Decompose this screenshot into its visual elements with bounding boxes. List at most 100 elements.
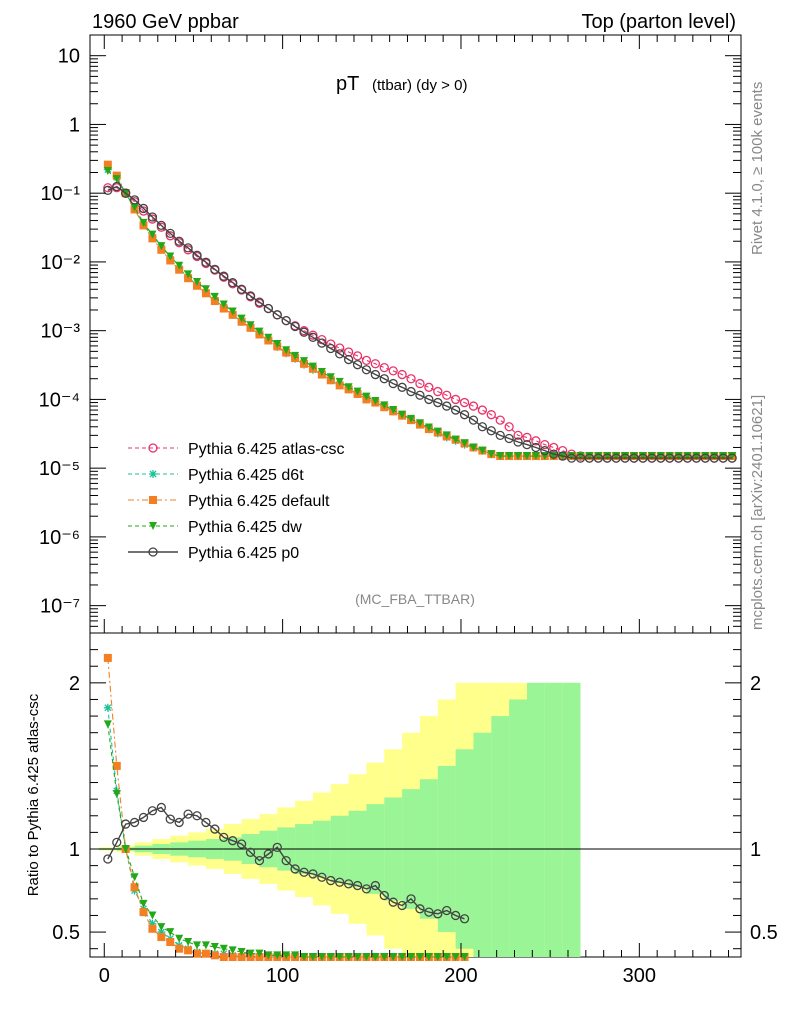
point-pythia-6-425-dw xyxy=(335,377,344,386)
point-pythia-6-425-dw xyxy=(460,439,469,448)
point-pythia-6-425-dw xyxy=(148,230,157,239)
y-tick-label-upper: 10⁻⁵ xyxy=(39,458,80,480)
ratio-point-pythia-6-425-p0 xyxy=(326,875,336,886)
upper-frame xyxy=(89,34,742,634)
ratio-point-pythia-6-425-dw xyxy=(282,951,291,960)
ratio-series-pythia-6-425-dw xyxy=(103,720,469,961)
point-pythia-6-425-p0 xyxy=(245,291,256,301)
point-pythia-6-425-p0 xyxy=(272,310,282,320)
ratio-point-pythia-6-425-p0 xyxy=(201,817,211,828)
ratio-point-pythia-6-425-dw xyxy=(415,953,424,961)
point-pythia-6-425-p0 xyxy=(673,453,684,463)
ratio-point-pythia-6-425-p0 xyxy=(174,817,184,828)
y-tick-label-upper: 1 xyxy=(69,114,80,136)
point-pythia-6-425-p0 xyxy=(210,264,220,274)
ratio-point-pythia-6-425-dw xyxy=(398,953,407,961)
point-pythia-6-425-p0 xyxy=(709,453,719,463)
ratio-point-pythia-6-425-default xyxy=(210,951,219,960)
axes-group: 0 100 200 300 10 1 10⁻¹ 10⁻² 10⁻³ 10⁻⁴ 10⁻⁵ 10⁻⁶ 10⁻… xyxy=(39,34,778,987)
ratio-point-pythia-6-425-p0 xyxy=(121,819,131,829)
y-tick-label-upper: 10⁻⁷ xyxy=(40,596,80,618)
point-pythia-6-425-dw xyxy=(282,346,291,355)
point-pythia-6-425-dw xyxy=(157,242,166,251)
ratio-point-pythia-6-425-dw xyxy=(460,953,469,961)
series-line-pythia-6-425-default xyxy=(107,164,733,457)
ratio-point-pythia-6-425-dw xyxy=(246,949,255,958)
series-line-pythia-6-425-d6t xyxy=(107,169,733,457)
ratio-point-pythia-6-425-p0 xyxy=(263,849,274,859)
ratio-point-pythia-6-425-p0 xyxy=(450,910,461,921)
point-pythia-6-425-atlas-csc xyxy=(138,206,149,216)
point-pythia-6-425-p0 xyxy=(192,250,202,260)
point-pythia-6-425-dw xyxy=(531,452,540,461)
point-pythia-6-425-p0 xyxy=(281,315,291,326)
y-tick-label-ratio-right: 1 xyxy=(750,839,761,861)
ratio-point-pythia-6-425-default xyxy=(201,949,210,958)
point-pythia-6-425-p0 xyxy=(442,401,452,411)
ratio-point-pythia-6-425-p0 xyxy=(343,879,354,889)
ratio-point-pythia-6-425-p0 xyxy=(112,837,122,848)
point-pythia-6-425-p0 xyxy=(477,422,488,432)
upper-panel xyxy=(89,34,742,634)
x-tick-label: 200 xyxy=(444,965,477,987)
point-pythia-6-425-p0 xyxy=(236,284,247,294)
point-pythia-6-425-p0 xyxy=(468,415,479,425)
ratio-point-pythia-6-425-d6t xyxy=(157,928,166,937)
ratio-point-pythia-6-425-dw xyxy=(166,928,175,937)
point-pythia-6-425-dw xyxy=(237,314,246,323)
point-pythia-6-425-atlas-csc xyxy=(335,343,345,353)
point-pythia-6-425-p0 xyxy=(691,453,702,463)
point-pythia-6-425-atlas-csc xyxy=(415,378,425,389)
ratio-point-pythia-6-425-dw xyxy=(380,953,389,961)
legend-label: Pythia 6.425 atlas-csc xyxy=(188,441,345,458)
legend-marker xyxy=(148,443,158,453)
legend-marker xyxy=(149,496,157,504)
ratio-point-pythia-6-425-dw xyxy=(193,941,202,950)
point-pythia-6-425-p0 xyxy=(299,327,309,337)
point-pythia-6-425-p0 xyxy=(370,369,381,380)
point-pythia-6-425-dw xyxy=(166,252,175,261)
band-green-bin xyxy=(562,682,581,957)
series-pythia-6-425-dw xyxy=(103,167,737,461)
ratio-point-pythia-6-425-p0 xyxy=(281,855,291,866)
point-pythia-6-425-p0 xyxy=(308,332,318,342)
y-tick-label-ratio: 1 xyxy=(69,839,80,861)
point-pythia-6-425-dw xyxy=(228,307,237,316)
ratio-point-pythia-6-425-default xyxy=(157,933,166,942)
point-pythia-6-425-dw xyxy=(415,419,424,428)
point-pythia-6-425-p0 xyxy=(103,185,113,195)
legend-entry-pythia-6-425-atlas-csc: Pythia 6.425 atlas-csc xyxy=(128,441,345,458)
ratio-point-pythia-6-425-dw xyxy=(148,911,157,920)
point-pythia-6-425-p0 xyxy=(156,220,166,231)
ratio-point-pythia-6-425-dw xyxy=(424,953,433,961)
point-pythia-6-425-p0 xyxy=(228,277,238,288)
y-tick-label-ratio: 0.5 xyxy=(52,922,80,944)
ratio-point-pythia-6-425-p0 xyxy=(370,880,381,891)
point-pythia-6-425-p0 xyxy=(397,382,407,392)
point-pythia-6-425-p0 xyxy=(540,445,550,456)
ratio-point-pythia-6-425-p0 xyxy=(245,847,256,857)
ratio-point-pythia-6-425-d6t xyxy=(148,919,157,928)
ratio-point-pythia-6-425-p0 xyxy=(147,806,158,816)
legend-label: Pythia 6.425 p0 xyxy=(188,545,299,562)
ratio-point-pythia-6-425-dw xyxy=(103,720,112,729)
point-pythia-6-425-dw xyxy=(380,401,389,410)
ratio-point-pythia-6-425-p0 xyxy=(210,824,220,834)
point-pythia-6-425-dw xyxy=(522,452,531,461)
point-pythia-6-425-p0 xyxy=(388,378,398,389)
point-pythia-6-425-p0 xyxy=(647,453,657,463)
point-pythia-6-425-p0 xyxy=(504,433,514,444)
band-green-bin xyxy=(491,716,510,957)
y-tick-label-upper: 10 xyxy=(58,46,80,68)
point-pythia-6-425-p0 xyxy=(459,410,470,420)
point-pythia-6-425-dw xyxy=(317,368,326,377)
legend-marker xyxy=(149,470,157,478)
point-pythia-6-425-p0 xyxy=(575,453,586,463)
ratio-point-pythia-6-425-dw xyxy=(371,953,380,961)
point-pythia-6-425-p0 xyxy=(522,439,532,450)
ratio-point-pythia-6-425-dw xyxy=(175,934,184,943)
point-pythia-6-425-p0 xyxy=(129,195,140,205)
ratio-point-pythia-6-425-dw xyxy=(228,946,237,955)
ratio-point-pythia-6-425-dw xyxy=(326,953,335,961)
x-tick-label: 100 xyxy=(266,965,299,987)
